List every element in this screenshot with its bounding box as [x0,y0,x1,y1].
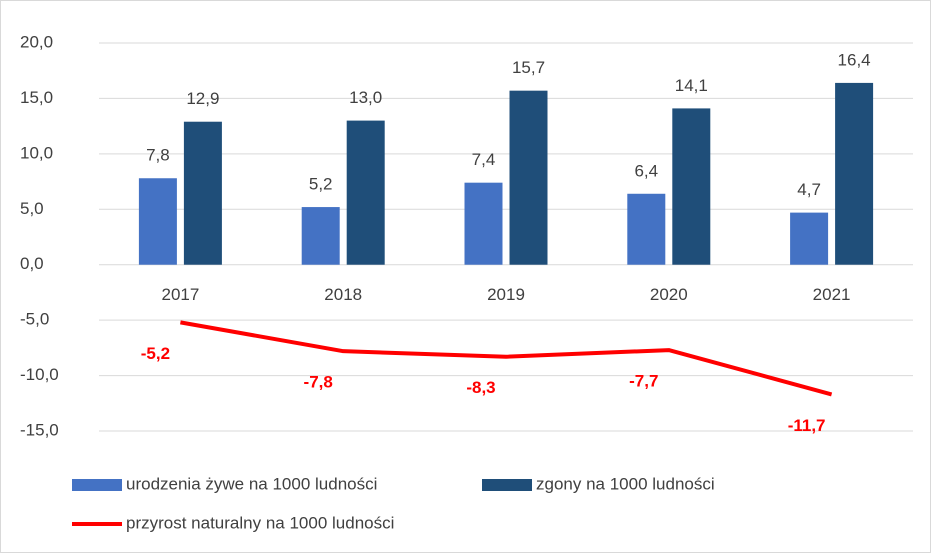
x-tick-label: 2021 [813,285,851,304]
data-label: 7,4 [472,150,496,169]
y-tick-label: 10,0 [20,143,53,162]
data-label: 5,2 [309,175,333,194]
data-label: -11,7 [788,416,826,435]
y-tick-label: -10,0 [20,365,59,384]
data-label: -7,8 [304,373,333,392]
bar [464,182,503,265]
legend-label: zgony na 1000 ludności [536,474,715,493]
x-tick-label: 2020 [650,285,688,304]
bar [627,193,666,265]
data-label: -7,7 [629,372,658,391]
y-tick-label: -5,0 [20,310,49,329]
legend-label: urodzenia żywe na 1000 ludności [126,474,377,493]
data-label: 6,4 [634,161,658,180]
bar [183,121,222,265]
bar [301,207,340,265]
data-label: 15,7 [512,58,545,77]
bar [790,212,829,265]
data-label: 4,7 [797,180,821,199]
y-tick-label: 5,0 [20,199,44,218]
data-label: 14,1 [675,76,708,95]
y-tick-label: 15,0 [20,88,53,107]
legend-swatch [482,479,532,491]
bar [835,82,874,265]
bar [672,108,711,265]
data-label: -5,2 [141,344,170,363]
data-label: 7,8 [146,146,170,165]
legend-swatch [72,479,122,491]
x-tick-label: 2019 [487,285,525,304]
data-label: 16,4 [838,50,871,69]
data-label: -8,3 [466,378,495,397]
x-tick-label: 2017 [161,285,199,304]
bar [509,90,548,265]
x-tick-label: 2018 [324,285,362,304]
y-tick-label: 20,0 [20,32,53,51]
y-tick-label: 0,0 [20,254,44,273]
legend-label: przyrost naturalny na 1000 ludności [126,513,394,532]
y-tick-label: -15,0 [20,420,59,439]
data-label: 12,9 [186,89,219,108]
line [180,320,833,397]
bar [346,120,385,265]
data-label: 13,0 [349,88,382,107]
bar [138,178,177,265]
